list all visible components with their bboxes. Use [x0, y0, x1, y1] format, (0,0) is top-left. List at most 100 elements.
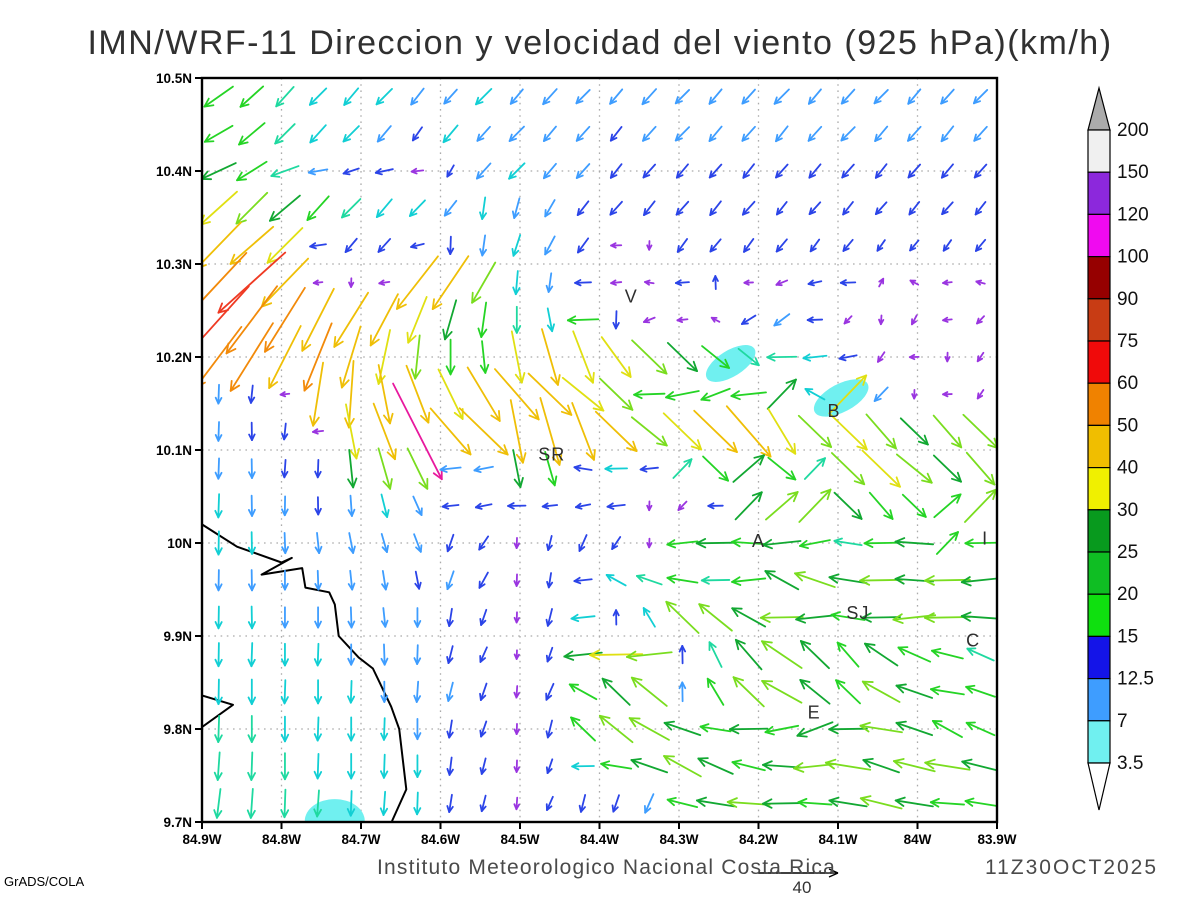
calm-patch: [304, 799, 365, 822]
wind-vector: [737, 347, 760, 367]
wind-vector: [281, 531, 289, 555]
wind-vector: [974, 201, 987, 216]
wind-vector: [380, 680, 389, 703]
wind-vector: [626, 650, 673, 662]
wind-vector: [458, 407, 509, 456]
lon-tick-label: 84.6W: [421, 832, 460, 847]
wind-vector: [410, 334, 422, 380]
wind-vector: [762, 538, 802, 550]
wind-vector: [411, 126, 423, 142]
wind-vector: [799, 640, 830, 670]
wind-vector: [666, 797, 699, 808]
wind-vector: [375, 88, 393, 106]
lon-tick-label: 84W: [904, 832, 932, 847]
wind-vector: [372, 402, 397, 461]
wind-vector: [731, 537, 767, 548]
wind-vector: [429, 407, 472, 456]
wind-vector: [477, 301, 488, 338]
wind-vector: [443, 199, 458, 217]
wind-vector: [965, 684, 996, 698]
wind-vector: [347, 680, 356, 704]
wind-vector: [709, 200, 722, 216]
colorbar-label: 200: [1117, 120, 1149, 141]
wind-vector: [732, 454, 765, 483]
wind-vector: [446, 645, 454, 664]
wind-vector: [202, 162, 237, 181]
wind-vector: [313, 716, 322, 742]
wind-vector: [229, 322, 274, 392]
wind-vector: [466, 366, 501, 422]
wind-vector: [606, 502, 626, 510]
wind-vector: [874, 163, 888, 179]
wind-vector: [575, 502, 592, 510]
city-label: SR: [538, 445, 565, 465]
wind-vector: [347, 494, 356, 517]
lat-tick-label: 10.3N: [156, 257, 192, 272]
wind-vector: [313, 642, 322, 667]
wind-vector: [601, 677, 631, 706]
wind-vector: [861, 680, 901, 703]
wind-vector: [413, 791, 422, 816]
wind-vector: [630, 676, 668, 707]
wind-vector: [281, 569, 289, 591]
wind-vector: [643, 200, 656, 216]
wind-vector: [808, 201, 822, 216]
wind-vector: [445, 338, 456, 376]
wind-vector: [546, 307, 555, 333]
wind-vector: [202, 285, 250, 340]
wind-vector: [873, 89, 889, 105]
wind-vector: [742, 163, 755, 179]
lon-tick-label: 84.3W: [659, 832, 698, 847]
wind-vector: [675, 200, 690, 216]
city-label: SJ: [846, 603, 869, 623]
lon-tick-label: 84.1W: [818, 832, 857, 847]
wind-vector: [542, 125, 557, 142]
wind-vector: [307, 167, 329, 176]
colorbar-over-arrow: [1087, 85, 1111, 131]
wind-vector: [275, 86, 295, 108]
wind-vector: [312, 279, 324, 286]
lat-tick-label: 9.9N: [163, 629, 192, 644]
wind-vector: [806, 316, 824, 324]
institute-caption: Instituto Meteorologico Nacional Costa R…: [377, 856, 836, 879]
wind-vector: [874, 201, 888, 216]
wind-vector: [708, 88, 723, 105]
wind-vector: [797, 797, 833, 808]
timestamp: 11Z30OCT2025: [985, 856, 1159, 879]
wind-vector: [646, 537, 653, 549]
wind-vector: [674, 89, 691, 105]
wind-vector: [799, 539, 831, 550]
colorbar-segment: [1087, 298, 1111, 342]
wind-vector: [375, 198, 393, 218]
wind-vector: [761, 680, 803, 704]
wind-vector: [672, 458, 693, 479]
lat-tick-label: 10.5N: [156, 71, 192, 86]
wind-vector: [609, 163, 623, 179]
wind-vector: [248, 421, 256, 441]
wind-vector: [702, 455, 729, 482]
wind-vector: [313, 752, 323, 780]
wind-vector: [413, 607, 422, 628]
wind-vector: [600, 336, 632, 378]
wind-vector: [874, 125, 889, 142]
wind-vector: [706, 677, 725, 706]
wind-vector: [612, 609, 620, 626]
wind-vector: [675, 279, 690, 287]
wind-vector: [214, 678, 223, 706]
wind-vector: [511, 234, 522, 257]
wind-vector: [610, 242, 623, 249]
wind-vector: [743, 279, 754, 286]
wind-vector: [308, 87, 328, 106]
wind-vector: [281, 495, 289, 517]
wind-vector: [773, 313, 791, 327]
wind-vector: [441, 502, 460, 510]
wind-vector: [513, 649, 520, 660]
wind-vector: [840, 126, 856, 142]
wind-vector: [909, 239, 920, 252]
wind-vector: [911, 314, 918, 326]
wind-vector: [479, 196, 488, 220]
colorbar-label: 15: [1117, 626, 1138, 647]
wind-vector: [633, 389, 666, 400]
wind-vector: [247, 494, 256, 517]
